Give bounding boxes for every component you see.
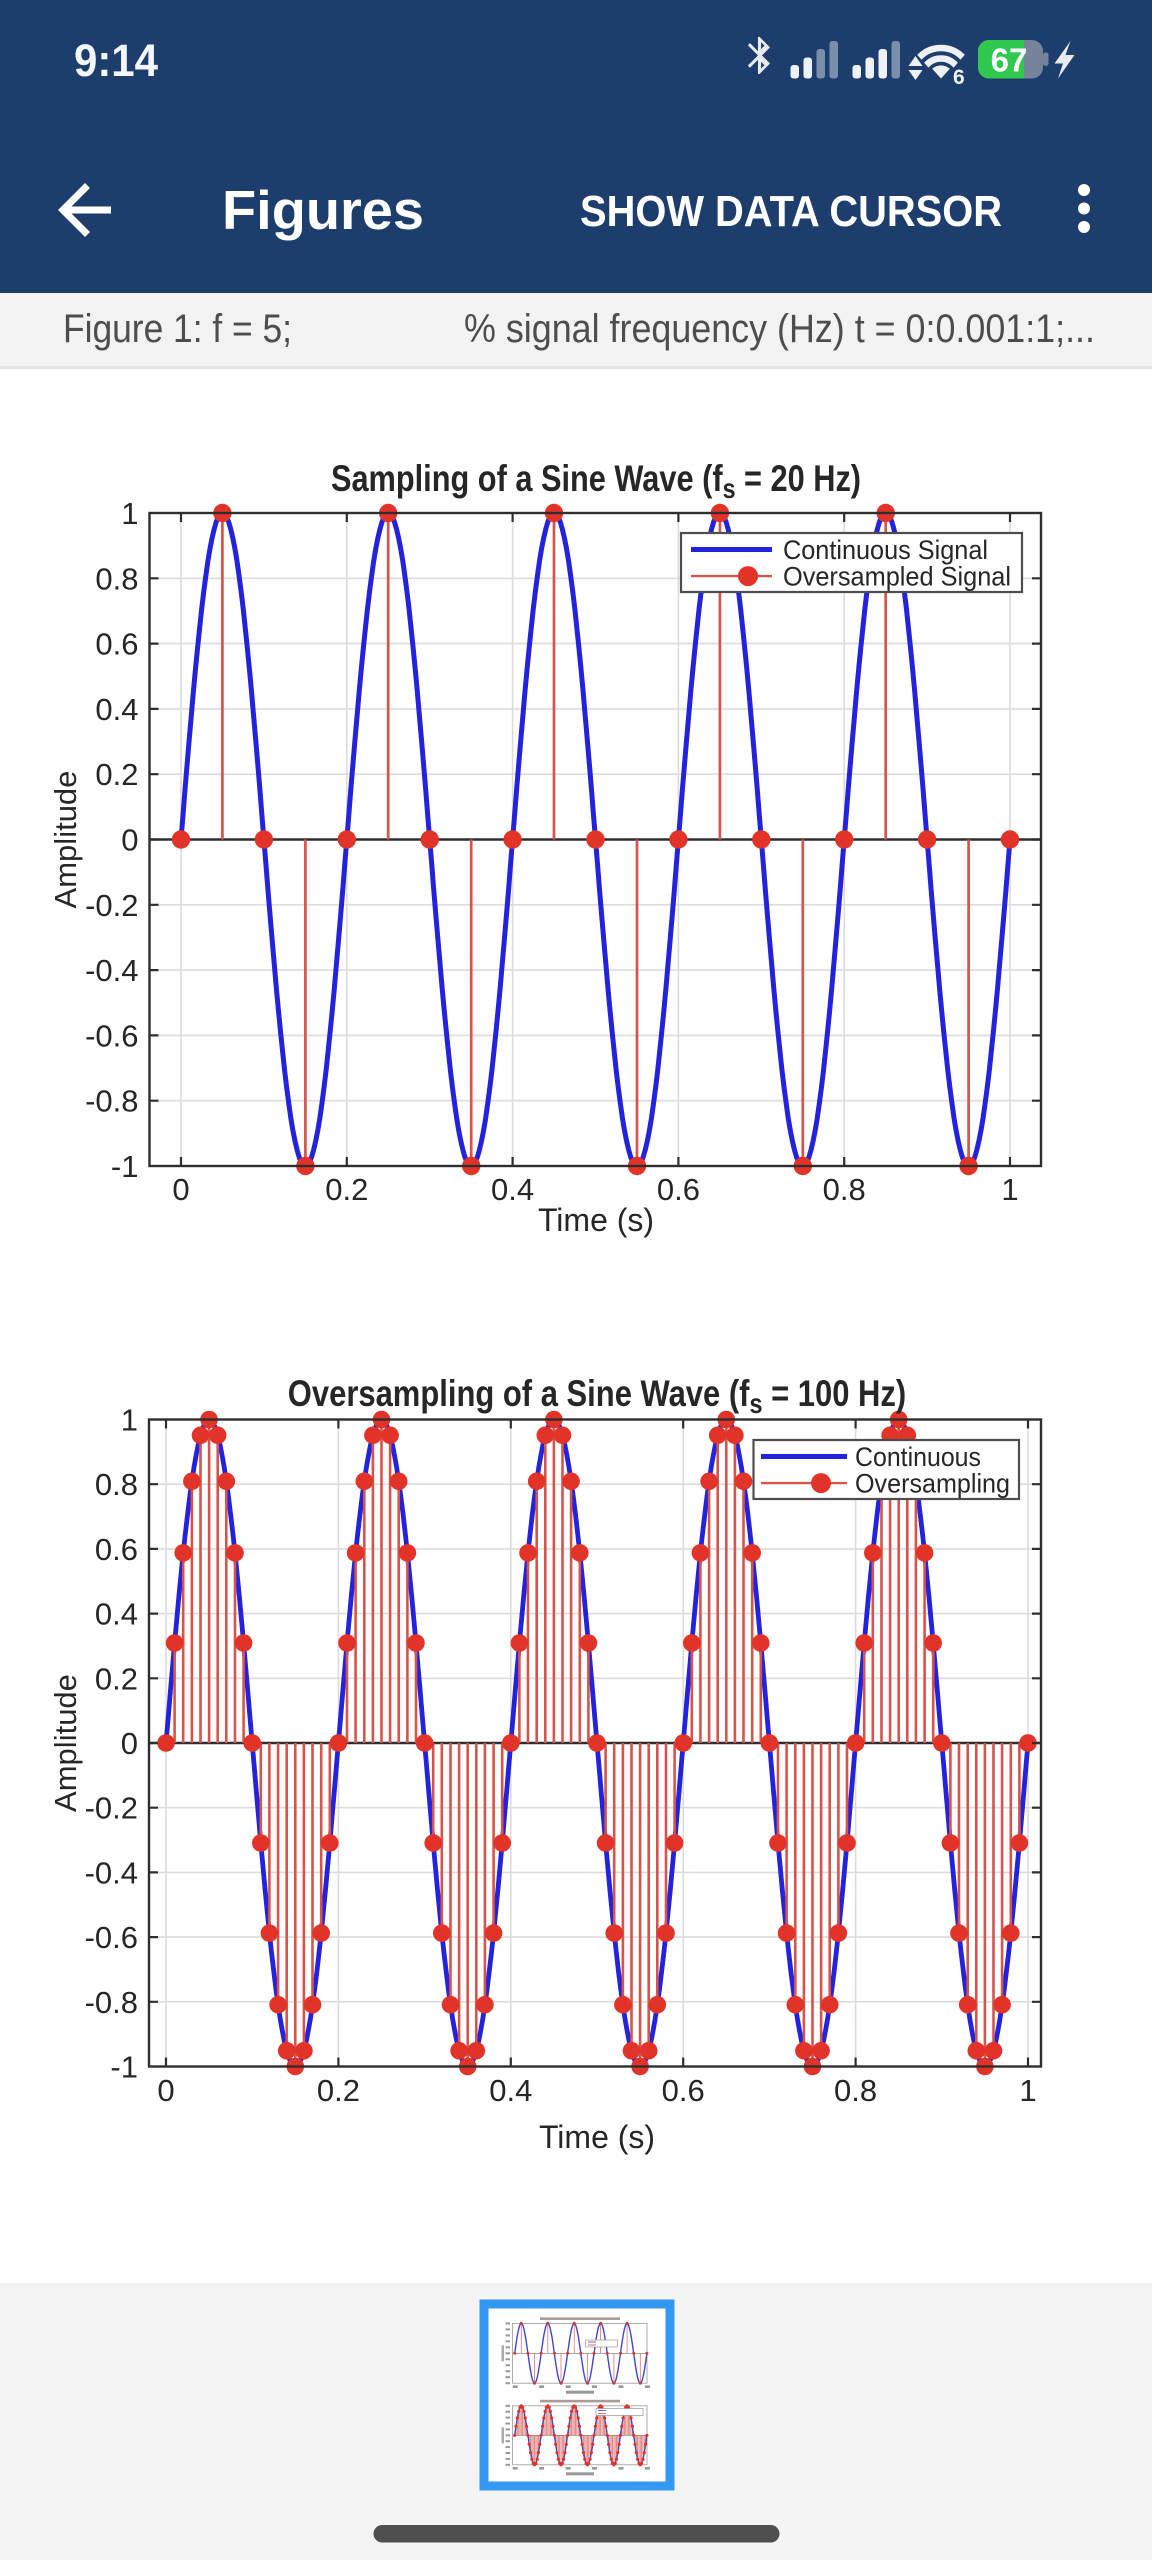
svg-text:1: 1 bbox=[1019, 2073, 1036, 2108]
svg-text:0.2: 0.2 bbox=[95, 1661, 138, 1696]
svg-text:0: 0 bbox=[157, 2073, 174, 2108]
svg-text:Continuous Signal: Continuous Signal bbox=[783, 535, 988, 565]
svg-text:Time (s): Time (s) bbox=[538, 1202, 654, 1238]
svg-text:Amplitude: Amplitude bbox=[48, 771, 83, 909]
svg-text:-0.4: -0.4 bbox=[85, 1855, 138, 1890]
svg-text:0.2: 0.2 bbox=[325, 1172, 368, 1207]
svg-text:0.6: 0.6 bbox=[95, 1532, 138, 1567]
svg-text:-0.8: -0.8 bbox=[85, 1084, 138, 1119]
svg-text:0: 0 bbox=[121, 1726, 138, 1761]
svg-text:-0.4: -0.4 bbox=[85, 953, 138, 988]
svg-text:-0.6: -0.6 bbox=[85, 1920, 138, 1955]
svg-text:Oversampled Signal: Oversampled Signal bbox=[783, 562, 1011, 592]
svg-text:0.8: 0.8 bbox=[95, 561, 138, 596]
svg-text:-1: -1 bbox=[111, 1149, 139, 1184]
svg-text:% signal frequency (Hz) t = 0:: % signal frequency (Hz) t = 0:0.001:1;..… bbox=[464, 307, 1095, 351]
svg-text:0.2: 0.2 bbox=[317, 2073, 360, 2108]
svg-text:6: 6 bbox=[953, 66, 965, 89]
svg-text:0.4: 0.4 bbox=[95, 1597, 138, 1632]
svg-text:0.2: 0.2 bbox=[95, 757, 138, 792]
svg-text:-0.2: -0.2 bbox=[85, 888, 138, 923]
svg-text:Time (s): Time (s) bbox=[539, 2119, 655, 2155]
svg-text:1: 1 bbox=[121, 1403, 138, 1438]
svg-text:0: 0 bbox=[172, 1172, 189, 1207]
svg-text:Continuous: Continuous bbox=[855, 1442, 981, 1472]
svg-text:Figure 1: f = 5;: Figure 1: f = 5; bbox=[63, 307, 292, 351]
svg-text:1: 1 bbox=[121, 496, 138, 531]
svg-text:0.4: 0.4 bbox=[491, 1172, 534, 1207]
svg-text:0.8: 0.8 bbox=[823, 1172, 866, 1207]
svg-text:-1: -1 bbox=[110, 2050, 138, 2085]
svg-text:0.4: 0.4 bbox=[489, 2073, 532, 2108]
svg-text:0.6: 0.6 bbox=[657, 1172, 700, 1207]
svg-text:0: 0 bbox=[121, 823, 138, 858]
svg-text:67: 67 bbox=[991, 42, 1028, 79]
svg-text:Oversampling of a Sine Wave (f: Oversampling of a Sine Wave (fs = 100 Hz… bbox=[288, 1373, 906, 1419]
svg-text:0.8: 0.8 bbox=[834, 2073, 877, 2108]
svg-text:9:14: 9:14 bbox=[74, 35, 158, 86]
svg-text:Oversampling: Oversampling bbox=[855, 1469, 1010, 1499]
svg-text:SHOW DATA CURSOR: SHOW DATA CURSOR bbox=[580, 187, 1002, 236]
svg-text:Sampling of a Sine Wave (fs =: Sampling of a Sine Wave (fs = 20 Hz) bbox=[331, 458, 861, 504]
svg-text:Amplitude: Amplitude bbox=[48, 1674, 83, 1812]
svg-text:0.6: 0.6 bbox=[662, 2073, 705, 2108]
svg-text:0.4: 0.4 bbox=[95, 692, 138, 727]
svg-text:0.6: 0.6 bbox=[95, 627, 138, 662]
svg-text:Figures: Figures bbox=[222, 179, 424, 241]
svg-text:0.8: 0.8 bbox=[95, 1467, 138, 1502]
svg-text:1: 1 bbox=[1001, 1172, 1018, 1207]
svg-text:-0.6: -0.6 bbox=[85, 1018, 138, 1053]
svg-text:-0.8: -0.8 bbox=[85, 1985, 138, 2020]
svg-text:-0.2: -0.2 bbox=[85, 1791, 138, 1826]
